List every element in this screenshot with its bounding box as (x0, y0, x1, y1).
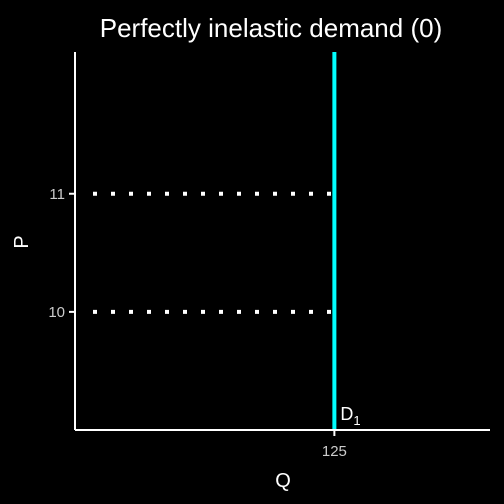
demand-curve-label: D1 (340, 404, 360, 428)
x-axis-ticks: 125 (322, 430, 347, 460)
x-axis-title: Q (275, 470, 291, 492)
y-axis-ticks: 10 11 (48, 186, 75, 321)
y-tick-label: 11 (49, 186, 65, 203)
chart-title: Perfectly inelastic demand (0) (100, 13, 442, 43)
x-tick-label: 125 (322, 443, 347, 460)
y-tick-label: 10 (48, 304, 65, 321)
y-axis-title: P (11, 235, 33, 248)
reference-lines (93, 194, 332, 312)
